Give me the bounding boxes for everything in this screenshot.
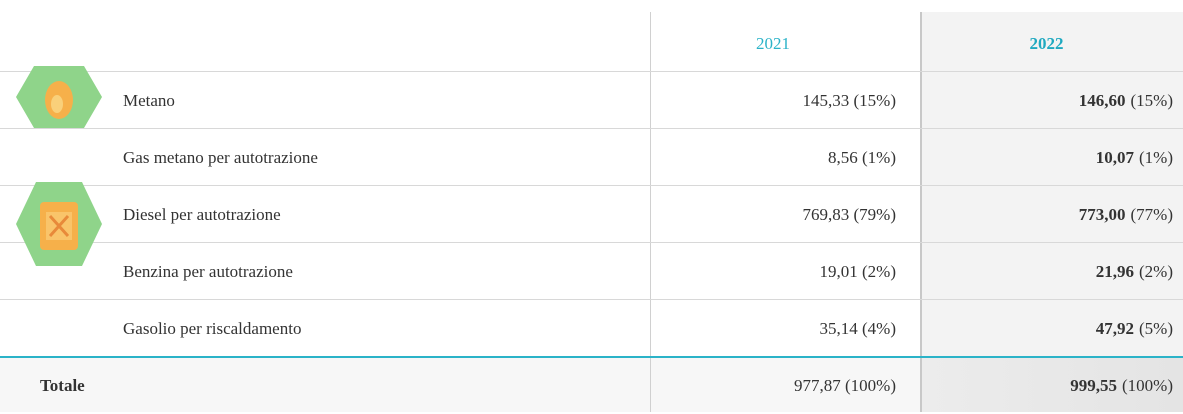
value-2022-share: (15%) — [1130, 90, 1173, 110]
icon-jerrycan — [16, 182, 102, 266]
row-label: Benzina per autotrazione — [123, 261, 293, 281]
value-2021: 35,14 (4%) — [819, 318, 896, 338]
divider — [920, 12, 922, 412]
value-2022-share: (100%) — [1122, 375, 1173, 395]
header-2021: 2021 — [756, 33, 790, 53]
value-2022-number: 999,55 — [1070, 375, 1118, 395]
total-2022-bg — [920, 358, 1183, 412]
value-2022-number: 773,00 — [1078, 204, 1126, 224]
value-2022-number: 10,07 — [1095, 147, 1135, 167]
value-2022: 146,60 (15%) — [920, 72, 1173, 129]
icon-flame — [16, 66, 102, 128]
col-2022-bg — [920, 12, 1183, 412]
value-2022-share: (5%) — [1139, 318, 1173, 338]
value-2022: 999,55 (100%) — [920, 357, 1173, 414]
divider — [650, 12, 651, 412]
value-2021: 769,83 (79%) — [802, 204, 896, 224]
value-2021: 8,56 (1%) — [828, 147, 896, 167]
value-2022-share: (2%) — [1139, 261, 1173, 281]
value-2022-number: 21,96 — [1095, 261, 1135, 281]
row-label: Gasolio per riscaldamento — [123, 318, 302, 338]
row-line — [0, 185, 1183, 186]
row-line — [0, 242, 1183, 243]
row-line — [0, 71, 1183, 72]
value-2021: 145,33 (15%) — [802, 90, 896, 110]
value-2022-share: (77%) — [1130, 204, 1173, 224]
value-2022: 10,07 (1%) — [920, 129, 1173, 186]
header-2022: 2022 — [1029, 33, 1064, 53]
value-2022-number: 146,60 — [1078, 90, 1126, 110]
row-line — [0, 128, 1183, 129]
row-label: Gas metano per autotrazione — [123, 147, 318, 167]
row-label: Totale — [40, 375, 85, 395]
value-2021: 19,01 (2%) — [819, 261, 896, 281]
row-label: Metano — [123, 90, 175, 110]
value-2022: 21,96 (2%) — [920, 243, 1173, 300]
total-row-bg — [0, 358, 920, 412]
total-line — [0, 356, 1183, 358]
value-2022-number: 47,92 — [1095, 318, 1135, 338]
row-line — [0, 299, 1183, 300]
row-label: Diesel per autotrazione — [123, 204, 281, 224]
value-2021: 977,87 (100%) — [794, 375, 896, 395]
value-2022: 47,92 (5%) — [920, 300, 1173, 357]
value-2022-share: (1%) — [1139, 147, 1173, 167]
value-2022: 773,00 (77%) — [920, 186, 1173, 243]
